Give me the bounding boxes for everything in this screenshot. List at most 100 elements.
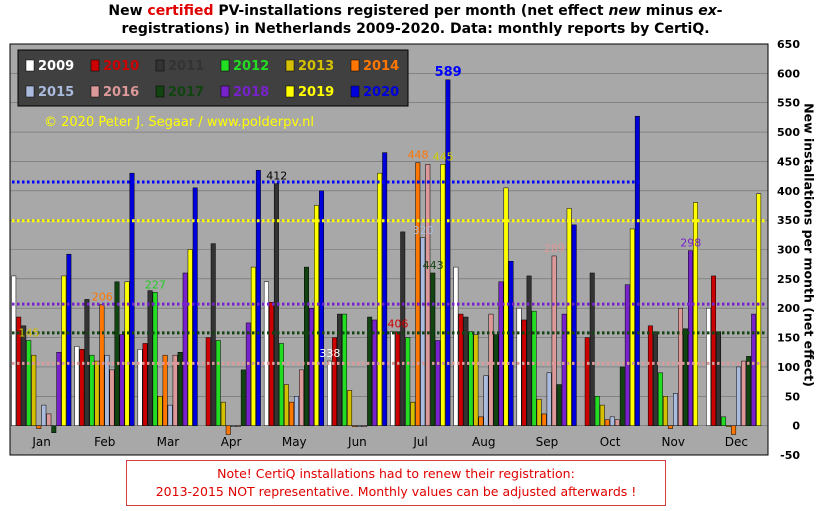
data-label-2015-Jul: 320 <box>413 224 434 237</box>
y-tick-label: 200 <box>777 302 800 315</box>
x-tick-label-Apr: Apr <box>221 435 242 449</box>
bar-2019-Mar <box>187 249 193 426</box>
bar-2014-Feb <box>99 304 105 426</box>
bar-2011-Jan <box>21 325 27 426</box>
bar-2016-May <box>299 369 304 426</box>
x-tick-label-Sep: Sep <box>536 435 559 449</box>
legend-swatch-2009 <box>25 59 35 72</box>
bar-2020-Jul <box>445 79 451 426</box>
data-label-2009-Jun: 338 <box>319 347 340 360</box>
bar-2009-Aug <box>453 266 459 426</box>
bar-2010-Jun <box>332 337 338 426</box>
note-line1: Note! CertiQ installations had to renew … <box>217 466 575 481</box>
bar-2009-Feb <box>74 346 80 426</box>
y-tick-label: 450 <box>777 155 800 168</box>
bar-2014-Oct <box>604 419 610 426</box>
bar-2009-Jan <box>11 275 17 426</box>
bar-2012-Jun <box>342 313 348 426</box>
bar-2011-Nov <box>652 331 658 426</box>
bar-2016-Feb <box>109 369 115 426</box>
legend-swatch-2011 <box>155 59 165 72</box>
bar-2018-Nov <box>688 250 693 426</box>
bar-2013-Dec <box>726 425 732 427</box>
bar-2011-Jul <box>400 231 406 426</box>
bar-2010-Nov <box>647 325 653 426</box>
bar-2013-Jun <box>347 390 353 426</box>
x-tick-label-May: May <box>282 435 307 449</box>
bar-2010-Sep <box>521 319 527 426</box>
legend-swatch-2017 <box>155 85 165 98</box>
bar-2011-Sep <box>526 275 532 426</box>
bar-2013-Sep <box>536 398 542 426</box>
bar-2012-Feb <box>89 354 95 426</box>
bar-2017-Aug <box>493 334 499 426</box>
bar-2019-Feb <box>124 281 130 426</box>
bar-2017-Jun <box>367 316 373 426</box>
x-tick-label-Dec: Dec <box>725 435 748 449</box>
bar-2020-May <box>319 190 324 426</box>
y-tick-label: 150 <box>777 332 800 345</box>
y-axis-label: New installations per month (net effect) <box>801 103 817 387</box>
bar-2014-Sep <box>541 413 547 426</box>
bar-2018-Aug <box>498 281 504 426</box>
legend-box <box>17 49 409 107</box>
chart-title: New certified PV-installations registere… <box>0 2 831 38</box>
y-tick-label: 600 <box>777 67 800 80</box>
bar-2013-Oct <box>599 404 605 426</box>
disclaimer-note: Note! CertiQ installations had to renew … <box>126 460 666 506</box>
y-tick-label: 100 <box>777 361 800 374</box>
bar-2018-Jan <box>56 352 62 426</box>
bar-2020-Oct <box>634 115 640 426</box>
legend-swatch-2010 <box>90 59 100 72</box>
legend-swatch-2016 <box>90 85 100 98</box>
x-tick-label-Jul: Jul <box>412 435 427 449</box>
bar-2015-Oct <box>609 416 615 426</box>
bar-2014-Dec <box>731 425 737 435</box>
x-tick-label-Mar: Mar <box>157 435 180 449</box>
bar-2016-Jan <box>46 413 52 426</box>
bar-2019-Jan <box>61 275 67 426</box>
legend-label-2012: 2012 <box>233 59 269 74</box>
bar-2014-Apr <box>225 425 231 435</box>
data-label-2017-Jul: 443 <box>423 259 444 272</box>
y-tick-label: 550 <box>777 97 800 110</box>
title-line2: registrations) in Netherlands 2009-2020.… <box>121 21 710 37</box>
x-tick-label-Nov: Nov <box>662 435 685 449</box>
bar-2017-Apr <box>240 369 246 426</box>
bar-2020-Sep <box>571 224 577 426</box>
bar-2016-Jun <box>362 425 368 427</box>
legend-label-2019: 2019 <box>298 85 334 100</box>
bar-2018-Sep <box>561 313 567 426</box>
data-label-2012-Jan: 145 <box>19 327 40 340</box>
bar-2018-Mar <box>182 272 188 426</box>
bar-2011-Aug <box>463 316 469 426</box>
y-tick-label: 0 <box>792 420 800 433</box>
bar-2019-Sep <box>566 208 572 426</box>
data-label-2011-May: 412 <box>266 170 287 183</box>
bar-2014-Nov <box>667 425 673 429</box>
y-tick-label: 250 <box>777 273 800 286</box>
bar-2019-Jul <box>440 164 446 426</box>
bar-2019-Apr <box>250 266 256 426</box>
bar-2013-Mar <box>157 396 163 426</box>
bar-2019-Dec <box>756 193 762 426</box>
bar-2010-Apr <box>205 337 211 426</box>
bar-2015-Mar <box>167 404 173 426</box>
bar-2010-Jan <box>16 316 22 426</box>
bar-2017-May <box>304 266 309 426</box>
legend-swatch-2018 <box>220 85 230 98</box>
data-label-2020-Jul: 589 <box>435 65 462 80</box>
bar-2018-Jun <box>372 319 378 426</box>
y-tick-label: 400 <box>777 185 800 198</box>
bar-2012-Dec <box>721 416 727 426</box>
bar-2018-May <box>309 307 314 426</box>
bar-2009-Mar <box>137 349 143 426</box>
bar-2010-Aug <box>458 313 464 426</box>
bar-2019-May <box>314 205 319 426</box>
legend-swatch-2013 <box>285 59 295 72</box>
bar-2015-Nov <box>673 393 678 426</box>
bar-2018-Dec <box>751 313 757 426</box>
bar-2011-Dec <box>716 331 722 426</box>
y-tick-label: 350 <box>777 214 800 227</box>
